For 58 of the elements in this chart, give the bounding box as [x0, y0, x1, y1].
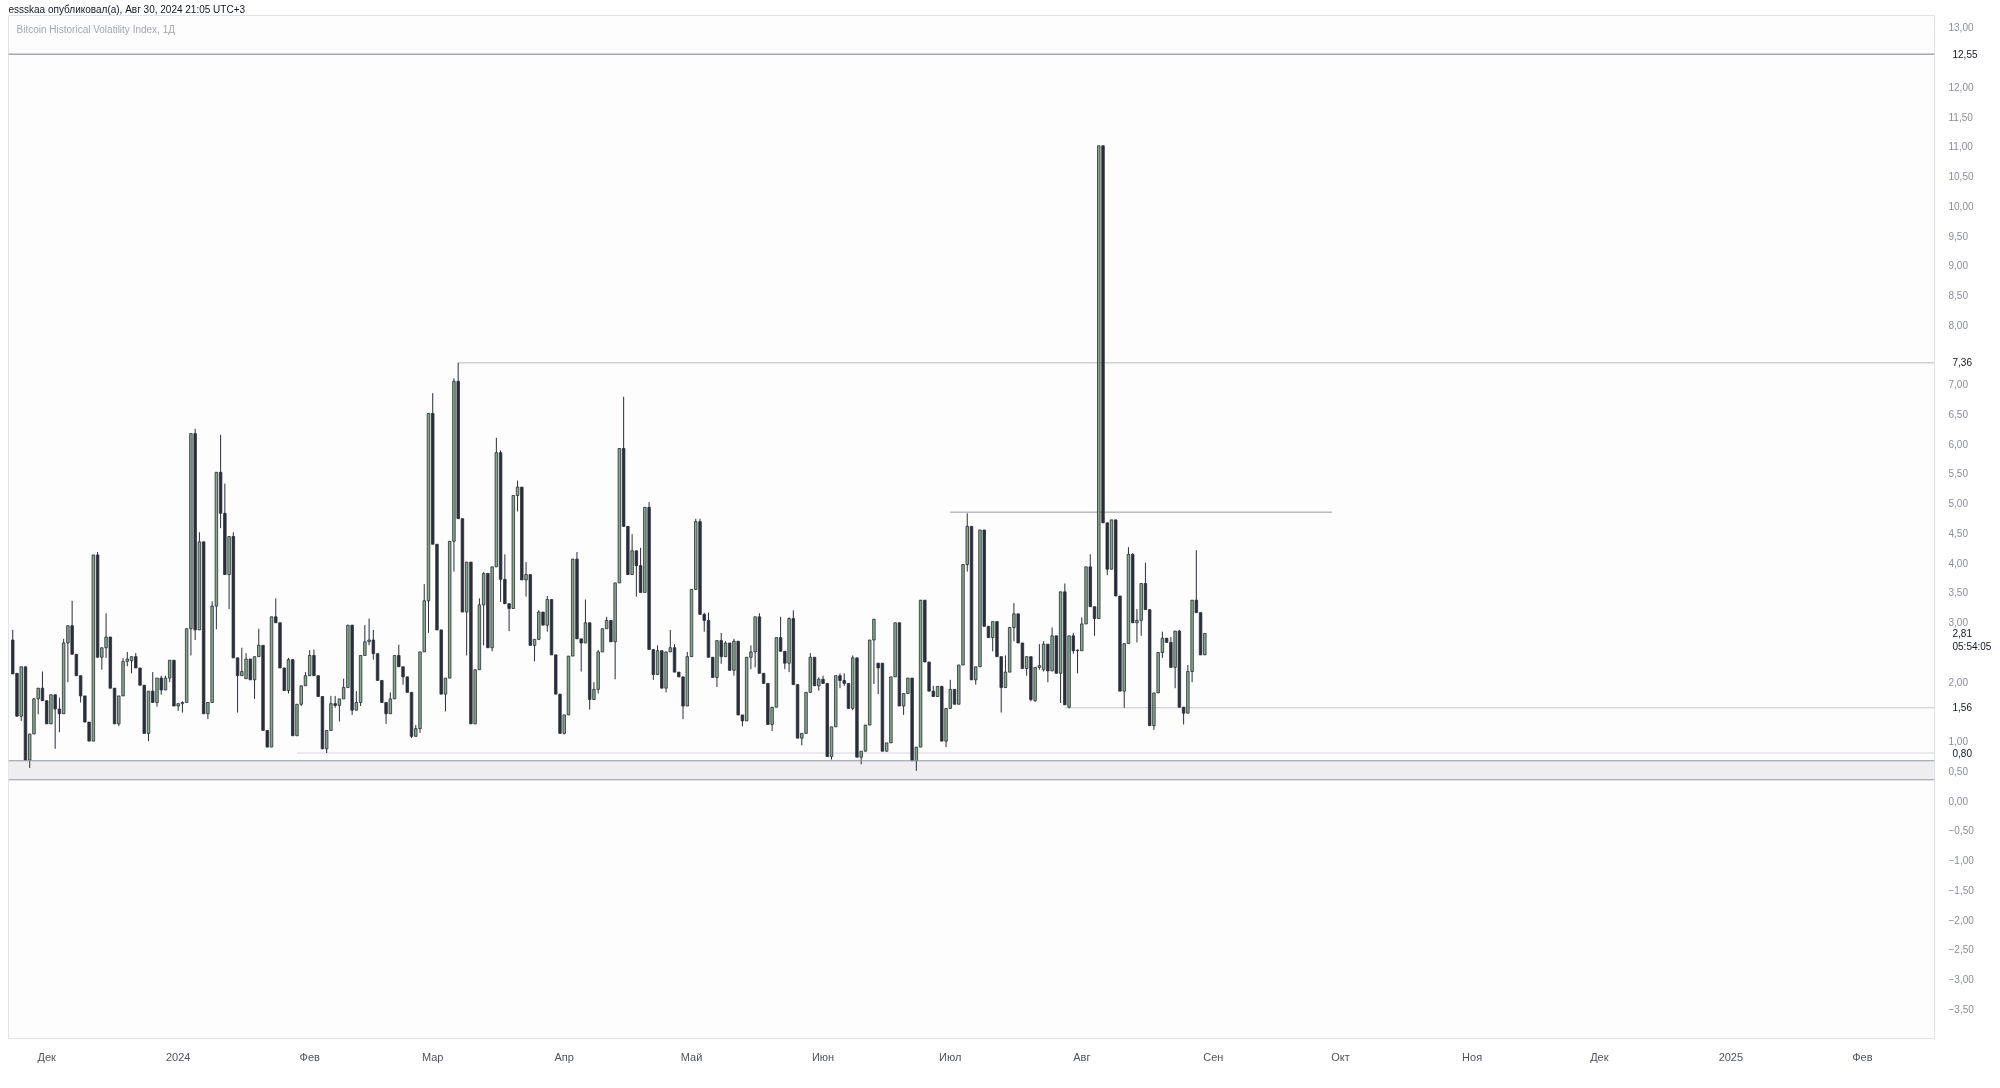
candlestick — [248, 658, 252, 681]
y-tick-label: 6,50 — [1948, 408, 1969, 420]
x-tick-label: Июл — [939, 1050, 962, 1063]
x-tick-label: Дек — [1590, 1050, 1609, 1063]
y-tick-label: 3,50 — [1948, 587, 1969, 599]
text: essskaa опубликовал(а), Авг 30, 2024 21:05 UTC+3 — [8, 3, 246, 15]
x-tick-label: Май — [680, 1050, 703, 1063]
text: 2,81 — [1952, 627, 1973, 639]
y-tick-label: 2,00 — [1948, 676, 1969, 688]
y-tick-label: −0,50 — [1948, 825, 1975, 837]
x-tick-label: Фев — [299, 1050, 321, 1063]
text: Bitcoin Historical Volatility Index, 1Д — [16, 23, 176, 35]
y-tick-label: 4,50 — [1948, 527, 1969, 539]
candlestick — [244, 652, 248, 680]
y-tick-label: 6,00 — [1948, 438, 1969, 450]
y-tick-label: −2,00 — [1948, 914, 1975, 926]
data-label: 7,36 — [1952, 357, 1973, 369]
x-tick-label: Фев — [1852, 1050, 1873, 1063]
x-tick-label: Апр — [554, 1050, 574, 1063]
y-tick-label: 8,50 — [1948, 290, 1969, 302]
x-tick-label: Ноя — [1462, 1050, 1483, 1063]
ref-line-label: 12,55 — [1952, 48, 1978, 60]
y-tick-label: 13,00 — [1948, 22, 1974, 34]
candlestick — [240, 647, 244, 677]
y-tick-label: −3,00 — [1948, 974, 1975, 986]
y-tick-label: 10,50 — [1948, 171, 1974, 183]
y-tick-label: 1,00 — [1948, 736, 1969, 748]
y-tick-label: 0,00 — [1948, 795, 1969, 807]
text: 05:54:05 — [1952, 641, 1992, 653]
data-label: 0,80 — [1952, 747, 1973, 759]
y-tick-label: −3,50 — [1948, 1003, 1975, 1015]
y-tick-label: 8,00 — [1948, 319, 1969, 331]
x-tick-label: Сен — [1203, 1050, 1224, 1063]
y-tick-label: −1,00 — [1948, 855, 1975, 867]
y-tick-label: 10,00 — [1948, 200, 1974, 212]
y-tick-label: 7,00 — [1948, 379, 1969, 391]
y-tick-label: −1,50 — [1948, 884, 1975, 896]
y-tick-label: 3,00 — [1948, 617, 1969, 629]
x-tick-label: Окт — [1331, 1050, 1350, 1063]
y-tick-label: 5,50 — [1948, 468, 1969, 480]
y-tick-label: 9,00 — [1948, 260, 1969, 272]
y-tick-label: 11,50 — [1948, 111, 1974, 123]
x-tick-label: Мар — [421, 1050, 444, 1063]
data-label: 1,56 — [1952, 702, 1973, 714]
x-tick-label: 2025 — [1718, 1050, 1744, 1063]
x-tick-label: 2024 — [165, 1050, 191, 1063]
candlestick — [634, 550, 639, 598]
y-tick-label: 9,50 — [1948, 230, 1969, 242]
y-tick-label: 12,00 — [1948, 81, 1974, 93]
y-tick-label: 0,50 — [1948, 765, 1969, 777]
y-tick-label: 4,00 — [1948, 557, 1969, 569]
candlestick — [53, 694, 57, 750]
x-tick-label: Дек — [37, 1050, 57, 1063]
x-tick-label: Июн — [811, 1050, 835, 1063]
y-tick-label: 5,00 — [1948, 498, 1969, 510]
y-tick-label: −2,50 — [1948, 944, 1975, 956]
x-tick-label: Авг — [1073, 1050, 1091, 1063]
y-tick-label: 11,00 — [1948, 141, 1974, 153]
